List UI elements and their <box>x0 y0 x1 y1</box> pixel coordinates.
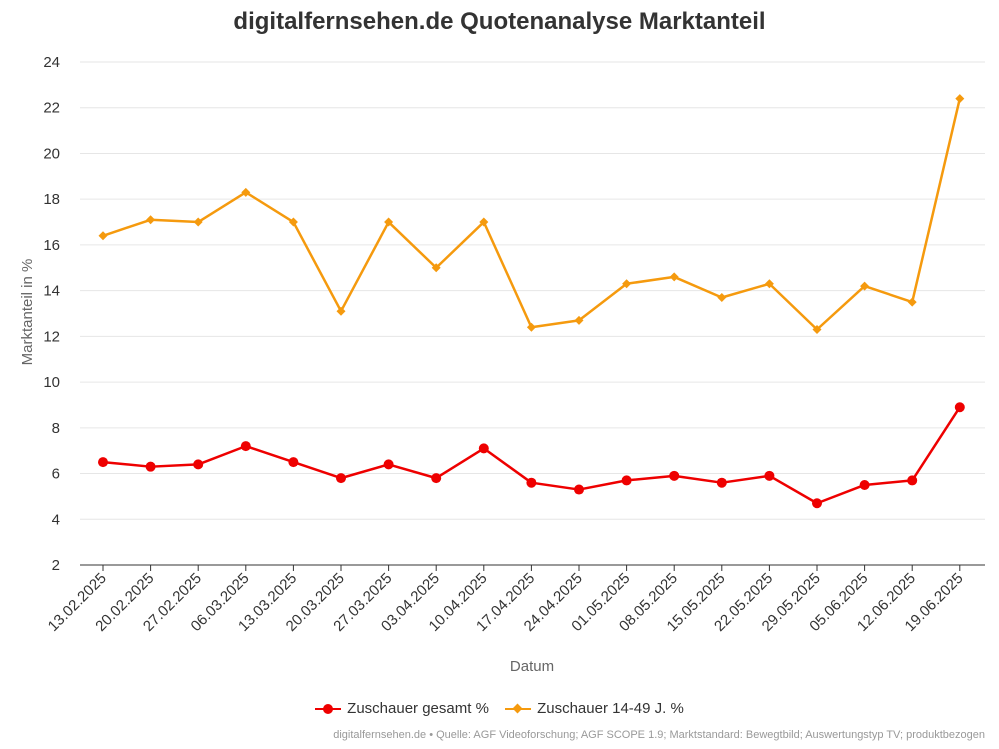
data-point[interactable] <box>193 217 203 227</box>
legend-circle-marker <box>315 703 342 715</box>
data-point[interactable] <box>145 461 156 472</box>
y-tick-label: 22 <box>43 100 60 117</box>
y-tick-label: 18 <box>43 191 60 208</box>
data-point[interactable] <box>478 443 489 454</box>
data-point[interactable] <box>479 217 489 227</box>
y-tick-label: 6 <box>52 466 60 483</box>
data-point[interactable] <box>716 477 727 488</box>
data-point[interactable] <box>860 281 870 291</box>
y-tick-label: 20 <box>43 145 60 162</box>
data-point[interactable] <box>336 306 346 316</box>
legend-item-gesamt[interactable]: Zuschauer gesamt % <box>315 700 489 717</box>
data-point[interactable] <box>288 217 298 227</box>
data-point[interactable] <box>669 272 679 282</box>
data-point[interactable] <box>622 279 632 289</box>
chart-title: digitalfernsehen.de Quotenanalyse Markta… <box>233 8 766 35</box>
data-point[interactable] <box>240 441 251 452</box>
legend-diamond-marker <box>505 703 532 715</box>
y-tick-label: 12 <box>43 328 60 345</box>
data-point[interactable] <box>907 297 917 307</box>
data-point[interactable] <box>431 473 442 484</box>
y-tick-label: 8 <box>52 420 60 437</box>
y-tick-label: 14 <box>43 283 60 300</box>
data-point[interactable] <box>764 470 775 481</box>
data-point[interactable] <box>955 94 965 104</box>
data-point[interactable] <box>431 263 441 273</box>
x-axis-label: Datum <box>510 658 554 675</box>
data-point[interactable] <box>717 292 727 302</box>
y-tick-label: 24 <box>43 54 60 71</box>
data-point[interactable] <box>669 470 680 481</box>
data-point[interactable] <box>98 457 108 468</box>
data-point[interactable] <box>526 477 537 488</box>
data-point[interactable] <box>621 475 632 486</box>
data-point[interactable] <box>812 498 822 509</box>
data-point[interactable] <box>146 215 156 225</box>
data-point[interactable] <box>193 459 204 470</box>
data-point[interactable] <box>383 459 394 470</box>
data-point[interactable] <box>241 187 251 197</box>
y-tick-label: 10 <box>43 374 60 391</box>
gridlines <box>80 61 985 520</box>
data-point[interactable] <box>954 402 965 413</box>
data-point[interactable] <box>907 475 918 486</box>
data-point[interactable] <box>764 279 774 289</box>
data-point[interactable] <box>574 484 584 495</box>
data-point[interactable] <box>98 231 108 241</box>
data-point[interactable] <box>288 457 299 468</box>
series-lines <box>101 97 962 505</box>
data-point[interactable] <box>574 315 584 325</box>
data-point[interactable] <box>384 217 394 227</box>
y-tick-label: 16 <box>43 237 60 254</box>
data-point[interactable] <box>812 325 822 335</box>
legend-item-14-49[interactable]: Zuschauer 14-49 J. % <box>505 700 684 717</box>
data-point[interactable] <box>336 473 346 484</box>
source-credit: digitalfernsehen.de • Quelle: AGF Videof… <box>333 729 985 741</box>
x-axis: 13.02.202520.02.202527.02.202506.03.2025… <box>45 564 985 635</box>
legend-label: Zuschauer gesamt % <box>347 700 489 717</box>
data-point[interactable] <box>526 322 536 332</box>
series-line-0 <box>101 405 962 505</box>
legend: Zuschauer gesamt % Zuschauer 14-49 J. % <box>0 700 999 719</box>
series-line-1 <box>101 97 962 331</box>
series-markers <box>98 94 965 509</box>
y-tick-label: 2 <box>52 557 60 574</box>
y-axis-label: Marktanteil in % <box>19 259 36 366</box>
y-tick-label: 4 <box>52 511 60 528</box>
data-point[interactable] <box>859 479 870 490</box>
legend-label: Zuschauer 14-49 J. % <box>537 700 684 717</box>
